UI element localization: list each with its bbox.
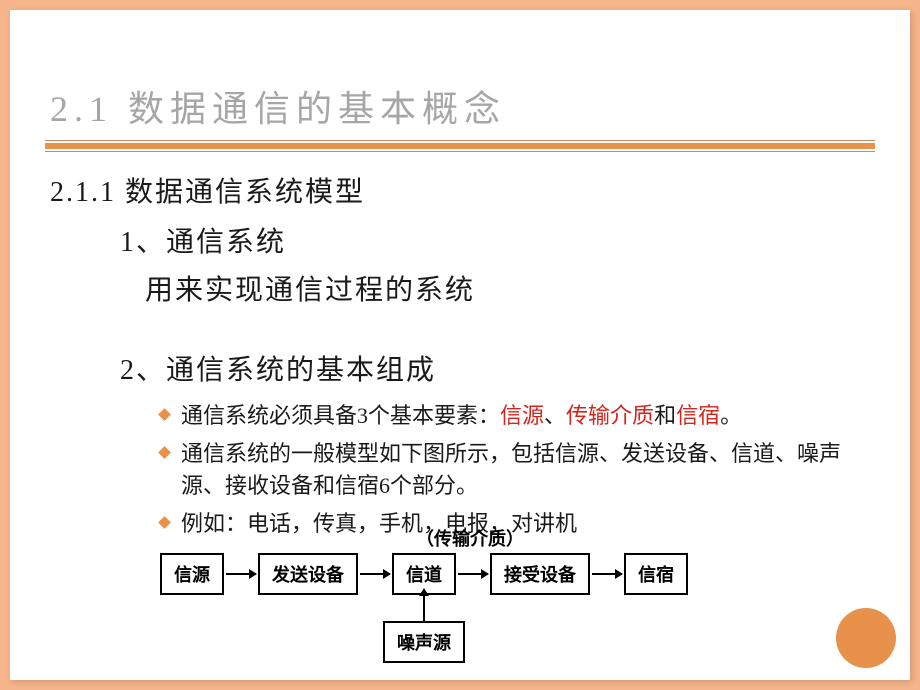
section-heading: 2.1.1 数据通信系统模型: [50, 170, 870, 210]
accent-circle-icon: [836, 608, 896, 668]
flowchart-box: 信源: [160, 553, 224, 595]
arrow-up-icon: [423, 589, 425, 621]
bullet-1-text: 通信系统必须具备3个基本要素：信源、传输介质和信宿。: [181, 400, 870, 432]
flowchart-noise-branch: 噪声源: [383, 589, 465, 663]
flowchart-top-label: （传输介质）: [160, 525, 780, 551]
diamond-icon: [158, 446, 171, 459]
arrow-right-icon: [458, 573, 488, 575]
flowchart: （传输介质） 信源发送设备信道接受设备信宿 噪声源: [160, 525, 780, 675]
bullet-1: 通信系统必须具备3个基本要素：信源、传输介质和信宿。: [160, 400, 870, 432]
slide: 2.1 数据通信的基本概念 2.1.1 数据通信系统模型 1、通信系统 用来实现…: [10, 10, 910, 680]
flowchart-box-noise: 噪声源: [383, 621, 465, 663]
flowchart-box: 发送设备: [258, 553, 358, 595]
arrow-right-icon: [226, 573, 256, 575]
arrow-right-icon: [360, 573, 390, 575]
content-block: 2.1.1 数据通信系统模型 1、通信系统 用来实现通信过程的系统 2、通信系统…: [50, 170, 870, 546]
page-title: 2.1 数据通信的基本概念: [50, 80, 506, 132]
bullet-2-text: 通信系统的一般模型如下图所示，包括信源、发送设备、信道、噪声源、接收设备和信宿6…: [181, 438, 870, 502]
flowchart-box: 接受设备: [490, 553, 590, 595]
flowchart-box: 信宿: [624, 553, 688, 595]
item2-header: 2、通信系统的基本组成: [120, 348, 870, 388]
diamond-icon: [158, 408, 171, 421]
title-divider: [45, 140, 875, 152]
bullet-2: 通信系统的一般模型如下图所示，包括信源、发送设备、信道、噪声源、接收设备和信宿6…: [160, 438, 870, 502]
arrow-right-icon: [592, 573, 622, 575]
item1-header: 1、通信系统: [120, 220, 870, 260]
item1-text: 用来实现通信过程的系统: [145, 268, 870, 308]
